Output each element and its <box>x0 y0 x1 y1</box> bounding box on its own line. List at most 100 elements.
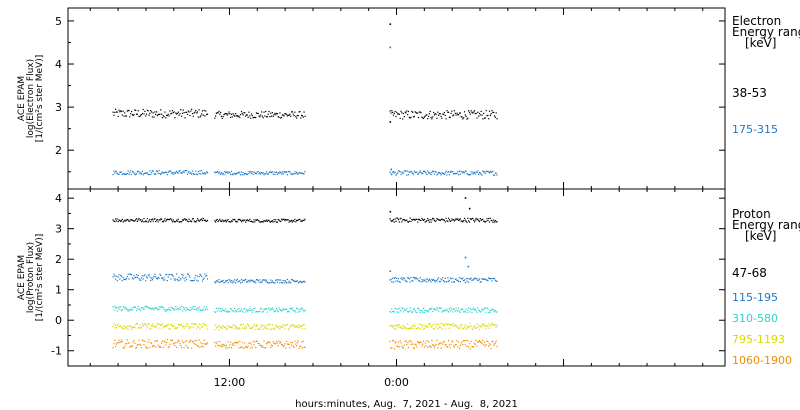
data-point <box>251 279 253 281</box>
data-point <box>284 112 286 115</box>
data-point <box>410 310 412 312</box>
data-point <box>432 116 434 118</box>
data-point <box>475 171 477 173</box>
data-point <box>245 221 247 223</box>
data-point <box>269 221 271 223</box>
data-point <box>473 173 475 175</box>
data-point <box>286 219 288 221</box>
data-point <box>125 326 127 328</box>
data-point <box>410 277 412 279</box>
data-point <box>484 307 486 309</box>
data-point <box>187 273 189 275</box>
data-point <box>492 277 494 280</box>
data-point <box>241 327 243 329</box>
data-point <box>147 323 149 325</box>
data-point <box>228 311 230 313</box>
data-point <box>420 171 422 174</box>
data-point <box>250 279 252 281</box>
data-point <box>117 221 119 223</box>
data-point <box>277 115 279 118</box>
data-point <box>126 110 128 112</box>
data-point <box>461 308 463 310</box>
data-point <box>255 219 258 221</box>
data-point <box>270 344 273 346</box>
data-point <box>197 170 199 173</box>
data-point <box>419 312 421 314</box>
data-point <box>162 279 164 281</box>
data-point <box>215 327 217 329</box>
data-point <box>422 117 424 119</box>
data-point <box>454 324 456 326</box>
data-point <box>201 326 203 328</box>
data-point <box>143 275 145 277</box>
data-point <box>267 341 269 343</box>
data-point <box>180 308 182 310</box>
data-point <box>118 274 120 276</box>
data-point <box>134 326 136 329</box>
data-point <box>136 323 138 325</box>
data-point <box>456 325 458 327</box>
data-point <box>465 339 467 342</box>
data-point <box>478 340 481 342</box>
data-point <box>490 348 492 350</box>
data-point <box>182 219 184 221</box>
data-point <box>435 307 437 309</box>
data-point <box>468 110 470 112</box>
data-point <box>389 310 391 312</box>
data-point <box>471 279 473 281</box>
data-spike <box>389 46 392 49</box>
data-point <box>281 282 283 284</box>
data-point <box>453 345 455 347</box>
data-point <box>413 277 415 279</box>
data-point <box>397 308 399 310</box>
data-point <box>490 324 492 326</box>
data-point <box>176 170 178 172</box>
data-point <box>443 281 445 283</box>
data-point <box>425 278 427 280</box>
data-point <box>407 174 410 176</box>
data-point <box>215 221 217 223</box>
data-point <box>476 219 478 221</box>
data-point <box>247 309 249 311</box>
data-point <box>468 307 470 309</box>
data-point <box>466 221 468 223</box>
data-point <box>172 343 174 345</box>
data-point <box>180 323 182 325</box>
data-point <box>215 219 217 221</box>
data-point <box>477 307 479 309</box>
data-point <box>135 324 137 326</box>
data-point <box>471 346 473 348</box>
data-point <box>228 279 230 281</box>
data-point <box>483 309 485 311</box>
data-point <box>186 340 188 342</box>
data-point <box>270 308 272 310</box>
data-point <box>127 328 129 330</box>
data-point <box>249 218 251 220</box>
data-point <box>282 280 284 282</box>
data-point <box>288 114 290 116</box>
data-point <box>282 218 284 220</box>
data-point <box>400 327 402 329</box>
data-point <box>279 112 281 114</box>
data-point <box>445 118 447 120</box>
data-point <box>261 280 263 282</box>
data-point <box>181 219 184 221</box>
data-point <box>134 220 136 222</box>
data-point <box>123 115 125 117</box>
data-point <box>148 274 150 276</box>
data-point <box>450 112 452 114</box>
data-point <box>161 218 163 220</box>
data-point <box>287 171 289 173</box>
data-point <box>279 342 281 344</box>
data-point <box>181 115 183 117</box>
data-point <box>275 114 277 116</box>
data-point <box>431 171 433 173</box>
data-point <box>265 173 267 175</box>
data-point <box>137 327 139 329</box>
data-point <box>474 173 476 175</box>
data-point <box>394 110 396 113</box>
data-point <box>169 218 171 220</box>
data-point <box>186 278 188 280</box>
data-point <box>220 327 222 329</box>
data-point <box>441 172 443 174</box>
